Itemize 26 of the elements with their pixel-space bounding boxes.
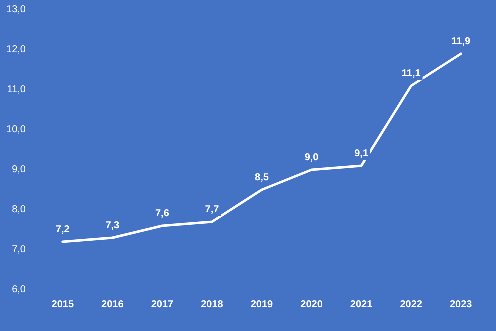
data-label: 7,3 [106, 220, 120, 232]
y-tick-label: 10,0 [6, 124, 26, 136]
data-label: 9,0 [304, 152, 320, 164]
y-tick-label: 6,0 [12, 284, 26, 296]
x-tick-label: 2017 [151, 300, 174, 310]
data-label: 7,7 [205, 204, 220, 216]
data-label: 8,5 [255, 172, 270, 184]
x-tick-label: 2018 [201, 300, 224, 310]
data-label: 11,1 [402, 68, 422, 80]
y-tick-label: 8,0 [12, 204, 26, 216]
y-tick-label: 9,0 [12, 164, 26, 176]
x-tick-label: 2016 [102, 300, 124, 310]
x-tick-label: 2021 [350, 300, 374, 310]
y-tick-label: 7,0 [12, 244, 26, 256]
x-tick-label: 2023 [450, 300, 473, 310]
data-label: 7,6 [155, 208, 170, 220]
x-tick-label: 2015 [52, 300, 74, 310]
y-tick-label: 11,0 [7, 84, 26, 96]
x-tick-label: 2022 [400, 300, 423, 310]
data-label: 7,2 [56, 224, 70, 236]
data-label: 11,9 [452, 36, 471, 48]
x-tick-label: 2020 [300, 300, 324, 310]
y-tick-label: 12,0 [6, 44, 26, 56]
y-tick-label: 13,0 [6, 4, 26, 16]
x-tick-label: 2019 [250, 300, 274, 310]
data-label: 9,1 [354, 148, 369, 160]
